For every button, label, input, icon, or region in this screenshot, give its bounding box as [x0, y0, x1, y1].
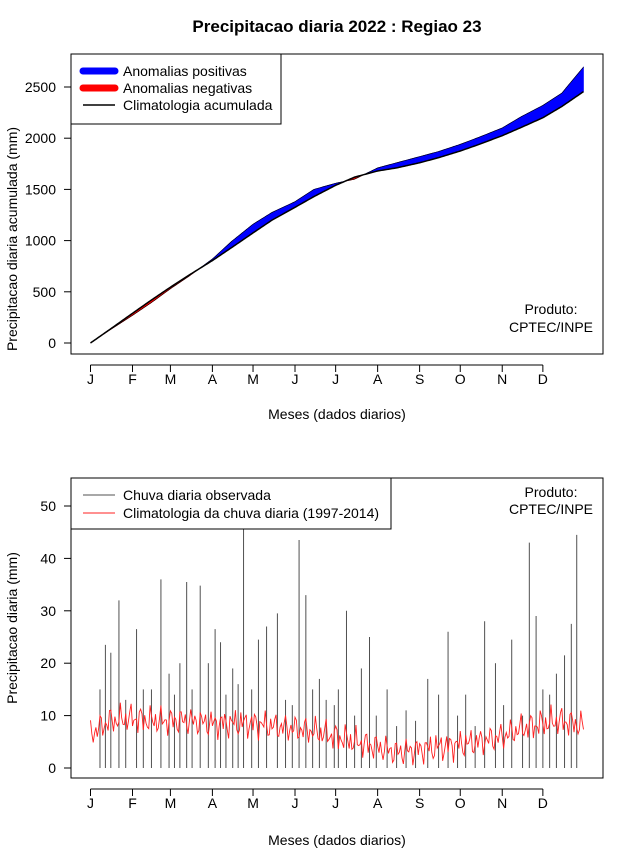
- cumulative-ylabel: Precipitacao diaria acumulada (mm): [4, 127, 20, 351]
- y-tick-label: 1500: [25, 181, 56, 197]
- x-tick-label: D: [538, 371, 548, 387]
- legend-box: [70, 477, 392, 530]
- daily-ylabel: Precipitacao diaria (mm): [4, 552, 20, 704]
- figure-title: Precipitacao diaria 2022 : Regiao 23: [192, 17, 481, 36]
- legend-label-negative: Anomalias negativas: [123, 80, 252, 96]
- x-tick-label: N: [497, 795, 507, 811]
- x-tick-label: J: [292, 371, 299, 387]
- y-tick-label: 20: [40, 655, 56, 671]
- y-tick-label: 30: [40, 603, 56, 619]
- x-tick-label: A: [373, 795, 383, 811]
- x-tick-label: S: [415, 795, 424, 811]
- x-tick-label: N: [497, 371, 507, 387]
- daily-panel: 0 10 20 30 40 50 J F M A M J J A S O N D Meses (dados di…: [4, 477, 604, 848]
- producer-label: Produto:: [525, 484, 578, 500]
- daily-legend: Chuva diaria observada Climatologia da c…: [70, 477, 392, 530]
- observed-cumulative-line: [90, 66, 584, 344]
- y-tick-label: 1000: [25, 233, 56, 249]
- legend-label-climatology: Climatologia acumulada: [123, 97, 273, 113]
- x-tick-label: M: [247, 371, 259, 387]
- legend-label-climatology-daily: Climatologia da chuva diaria (1997-2014): [123, 505, 379, 521]
- x-tick-label: F: [128, 795, 137, 811]
- y-tick-label: 50: [40, 498, 56, 514]
- positive-anomaly-segment: [581, 66, 584, 94]
- x-tick-label: O: [455, 795, 466, 811]
- observed-bars-layer: [99, 524, 578, 768]
- daily-y-axis: 0 10 20 30 40 50: [40, 498, 72, 776]
- x-tick-label: J: [332, 371, 339, 387]
- legend-label-observed: Chuva diaria observada: [123, 487, 271, 503]
- y-tick-label: 40: [40, 550, 56, 566]
- y-tick-label: 10: [40, 708, 56, 724]
- x-tick-label: J: [332, 795, 339, 811]
- x-tick-label: J: [292, 795, 299, 811]
- y-tick-label: 0: [48, 760, 56, 776]
- y-tick-label: 2000: [25, 130, 56, 146]
- y-tick-label: 2500: [25, 79, 56, 95]
- y-tick-label: 0: [48, 335, 56, 351]
- x-tick-label: M: [165, 795, 177, 811]
- producer-name: CPTEC/INPE: [509, 319, 593, 335]
- climatology-daily-line: [90, 702, 584, 766]
- x-tick-label: M: [247, 795, 259, 811]
- x-tick-label: M: [165, 371, 177, 387]
- daily-xlabel: Meses (dados diarios): [268, 832, 406, 848]
- y-tick-label: 500: [33, 284, 57, 300]
- x-tick-label: D: [538, 795, 548, 811]
- x-tick-label: F: [128, 371, 137, 387]
- x-tick-label: A: [373, 371, 383, 387]
- cumulative-xlabel: Meses (dados diarios): [268, 406, 406, 422]
- x-tick-label: S: [415, 371, 424, 387]
- cumulative-lines-layer: [90, 66, 584, 344]
- producer-name: CPTEC/INPE: [509, 501, 593, 517]
- legend-label-positive: Anomalias positivas: [123, 63, 247, 79]
- x-tick-label: A: [208, 795, 218, 811]
- x-tick-label: A: [208, 371, 218, 387]
- producer-label: Produto:: [525, 301, 578, 317]
- x-tick-label: J: [87, 795, 94, 811]
- x-tick-label: O: [455, 371, 466, 387]
- cumulative-y-axis: 0 500 1000 1500 2000 2500: [25, 79, 72, 351]
- cumulative-panel: 0 500 1000 1500 2000 2500 J F M A M J J A S O N D Meses …: [4, 53, 604, 422]
- cumulative-legend: Anomalias positivas Anomalias negativas …: [70, 53, 282, 125]
- x-tick-label: J: [87, 371, 94, 387]
- climatology-line-layer: [90, 702, 584, 766]
- climatology-cumulative-line: [90, 90, 584, 344]
